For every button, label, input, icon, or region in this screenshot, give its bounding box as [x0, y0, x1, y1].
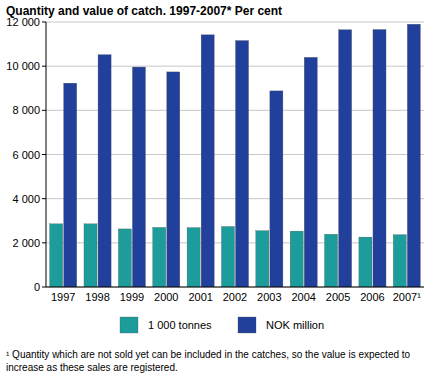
x-axis [46, 287, 424, 288]
tick-label: 8 000 [12, 104, 40, 116]
tick [42, 66, 46, 67]
legend-label: NOK million [266, 319, 324, 331]
tick-label: 6 000 [12, 149, 40, 161]
tick-label: 10 000 [6, 60, 40, 72]
bar [153, 227, 166, 287]
category-label: 2001 [188, 291, 212, 303]
bar [64, 83, 77, 287]
bar [373, 30, 386, 287]
category-label: 2003 [257, 291, 281, 303]
tick [42, 154, 46, 155]
bar [325, 234, 338, 287]
bar [50, 224, 63, 287]
bar [304, 57, 317, 287]
tick-label: 12 000 [6, 16, 40, 28]
legend-label: 1 000 tonnes [148, 319, 212, 331]
y-axis [46, 22, 47, 287]
bar [256, 231, 269, 287]
bar [270, 91, 283, 287]
category-label: 2007¹ [393, 291, 421, 303]
grid-line [46, 287, 424, 288]
legend-swatch [120, 317, 138, 333]
tick-label: 4 000 [12, 193, 40, 205]
category-label: 1999 [120, 291, 144, 303]
legend-swatch [238, 317, 256, 333]
tick [42, 198, 46, 199]
bar [393, 235, 406, 287]
tick [42, 22, 46, 23]
bars [50, 24, 421, 287]
bar [236, 41, 249, 287]
bar [339, 30, 352, 287]
tick [42, 242, 46, 243]
category-label: 2002 [223, 291, 247, 303]
tick [42, 287, 46, 288]
chart: Quantity and value of catch. 1997-2007* … [0, 0, 431, 384]
bar [407, 24, 420, 287]
bar [359, 237, 372, 287]
tick-label: 2 000 [12, 237, 40, 249]
category-label: 2005 [326, 291, 350, 303]
bar [201, 35, 214, 287]
bar [167, 72, 180, 287]
bar [221, 226, 234, 287]
tick [42, 110, 46, 111]
category-label: 2006 [360, 291, 384, 303]
title: Quantity and value of catch. 1997-2007* … [6, 4, 282, 18]
bar [132, 67, 145, 287]
bar [84, 224, 97, 287]
category-label: 1998 [85, 291, 109, 303]
bar [187, 228, 200, 287]
bar [290, 231, 303, 287]
category-label: 1997 [51, 291, 75, 303]
grid-line [46, 22, 424, 23]
bar [98, 55, 111, 287]
category-label: 2000 [154, 291, 178, 303]
annotation: ¹ Quantity which are not sold yet can be… [6, 348, 426, 374]
category-label: 2004 [291, 291, 315, 303]
footnote: ¹ Quantity which are not sold yet can be… [6, 348, 426, 374]
tick-label: 0 [34, 281, 40, 293]
bar [118, 229, 131, 287]
